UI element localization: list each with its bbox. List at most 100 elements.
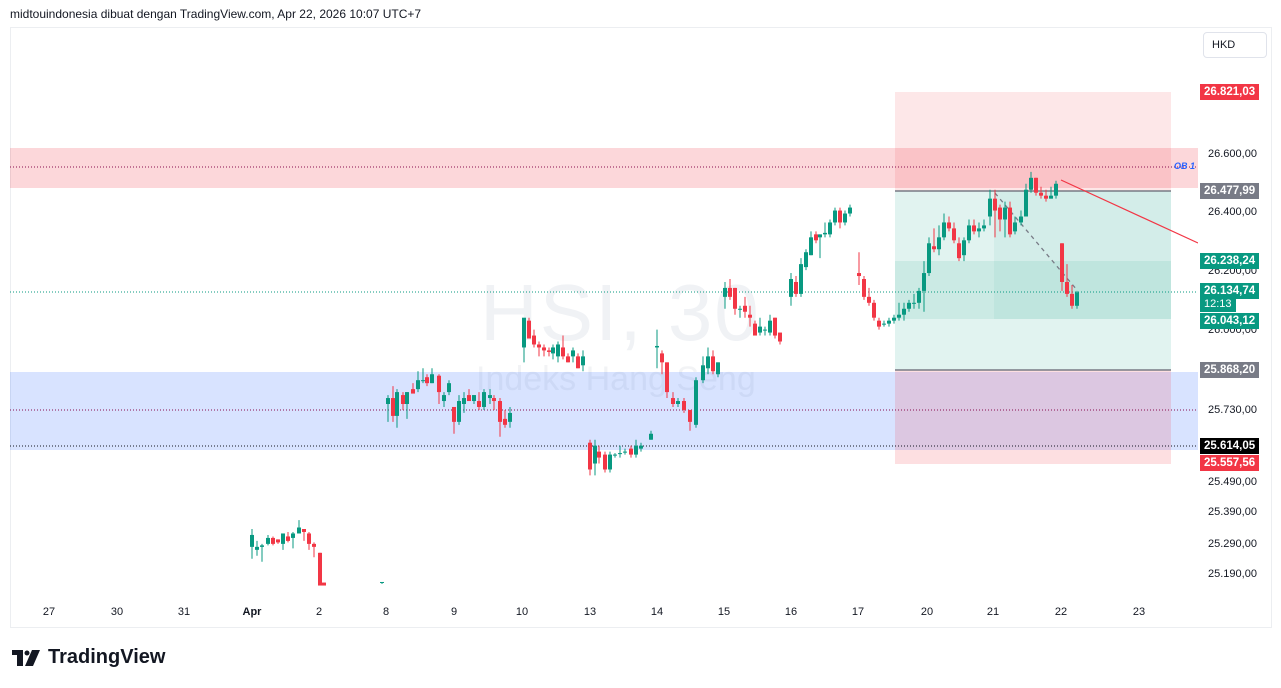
candle-body	[508, 412, 512, 422]
price-axis[interactable]: 26.600,00 26.400,00 26.200,00 26.000,00 25.7…	[1198, 27, 1272, 628]
candle-body	[809, 237, 813, 256]
candle-body	[467, 395, 471, 402]
price-tick-label: 25.190,00	[1208, 568, 1257, 580]
candle-body	[291, 533, 295, 538]
price-tick-label: 25.390,00	[1208, 506, 1257, 518]
candle-body	[613, 454, 617, 456]
time-tick-label: 9	[450, 606, 458, 618]
candle-body	[833, 210, 837, 223]
candle-body	[917, 290, 921, 303]
time-tick-label: 10	[515, 606, 529, 618]
candle-body	[542, 347, 546, 351]
candle-body	[1008, 207, 1012, 235]
stop-loss-zone	[895, 92, 1171, 191]
candle-body	[768, 320, 772, 333]
price-badge: 26.238,24	[1200, 253, 1260, 269]
candle-body	[804, 252, 808, 268]
candle-body	[537, 344, 541, 348]
time-tick-label: 2	[315, 606, 323, 618]
candle-body	[706, 356, 710, 369]
candle-body	[395, 392, 399, 416]
candle-body	[561, 347, 565, 357]
candle-body	[671, 398, 675, 404]
currency-button[interactable]: HKD	[1203, 32, 1267, 58]
plot-area[interactable]: HSI, 30 Indeks Hang Seng	[10, 27, 1198, 598]
candle-body	[778, 332, 782, 342]
candle-body	[907, 302, 911, 309]
candle-body	[922, 273, 926, 291]
time-tick-label: 15	[717, 606, 731, 618]
candle-body	[701, 365, 705, 381]
candle-body	[1060, 243, 1064, 282]
price-tick-label: 26.400,00	[1208, 206, 1257, 218]
candle-body	[532, 335, 536, 345]
candle-body	[623, 451, 627, 453]
chart-frame	[10, 27, 1272, 628]
candle-body	[266, 537, 270, 544]
candle-body	[391, 398, 395, 416]
candle-body	[1034, 177, 1038, 193]
candle-body	[967, 225, 971, 241]
candle-body	[566, 356, 570, 363]
time-tick-label: 30	[110, 606, 124, 618]
candle-body	[947, 222, 951, 229]
candle-body	[1039, 192, 1043, 196]
candle-body	[818, 234, 822, 238]
candle-body	[312, 543, 316, 547]
candle-body	[401, 395, 405, 404]
candle-body	[743, 305, 747, 312]
candle-body	[748, 314, 752, 318]
candle-body	[322, 582, 326, 586]
candle-body	[416, 380, 420, 390]
candle-body	[838, 210, 842, 223]
candle-body	[634, 445, 638, 455]
price-badge: 25.868,20	[1200, 362, 1260, 378]
candle-body	[728, 287, 732, 297]
candle-body	[498, 401, 502, 422]
candle-body	[887, 320, 891, 324]
candle-body	[867, 296, 871, 303]
candle-body	[608, 454, 612, 470]
candle-body	[882, 323, 886, 325]
candle-body	[857, 273, 861, 277]
candle-body	[998, 207, 1002, 220]
candle-body	[271, 537, 275, 544]
price-badge: 25.557,56	[1200, 455, 1260, 471]
candle-body	[828, 222, 832, 235]
candle-body	[527, 320, 531, 339]
candle-body	[952, 228, 956, 241]
candle-body	[1054, 183, 1058, 196]
candle-body	[763, 329, 767, 331]
price-tick-label: 25.490,00	[1208, 476, 1257, 488]
candle-body	[522, 317, 526, 348]
candle-body	[442, 395, 446, 402]
candle-body	[297, 527, 301, 534]
candle-body	[753, 323, 757, 336]
candle-body	[932, 246, 936, 250]
candle-body	[482, 392, 486, 407]
time-tick-label: 22	[1054, 606, 1068, 618]
candle-body	[902, 308, 906, 315]
candle-body	[462, 398, 466, 404]
candle-body	[789, 279, 793, 297]
time-tick-label: 13	[583, 606, 597, 618]
candle-body	[380, 581, 384, 583]
candle-body	[988, 198, 992, 217]
candle-body	[962, 240, 966, 256]
time-axis[interactable]: 27 30 31 Apr 2 8 9 10 13 14 15 16 17 20 21 22 23	[10, 598, 1198, 628]
candle-body	[711, 356, 715, 372]
candle-body	[912, 302, 916, 304]
candle-body	[307, 533, 311, 544]
price-tick-label: 25.290,00	[1208, 538, 1257, 550]
candle-body	[405, 392, 409, 404]
candle-body	[848, 207, 852, 214]
candle-body	[972, 225, 976, 232]
candle-body	[281, 533, 285, 544]
price-badge: 26.043,12	[1200, 313, 1260, 329]
candle-body	[723, 287, 727, 297]
candle-body	[773, 317, 777, 336]
candle-body	[814, 234, 818, 241]
candle-body	[452, 406, 456, 422]
tradingview-logo[interactable]: TradingView	[12, 646, 165, 669]
time-tick-label: 17	[851, 606, 865, 618]
